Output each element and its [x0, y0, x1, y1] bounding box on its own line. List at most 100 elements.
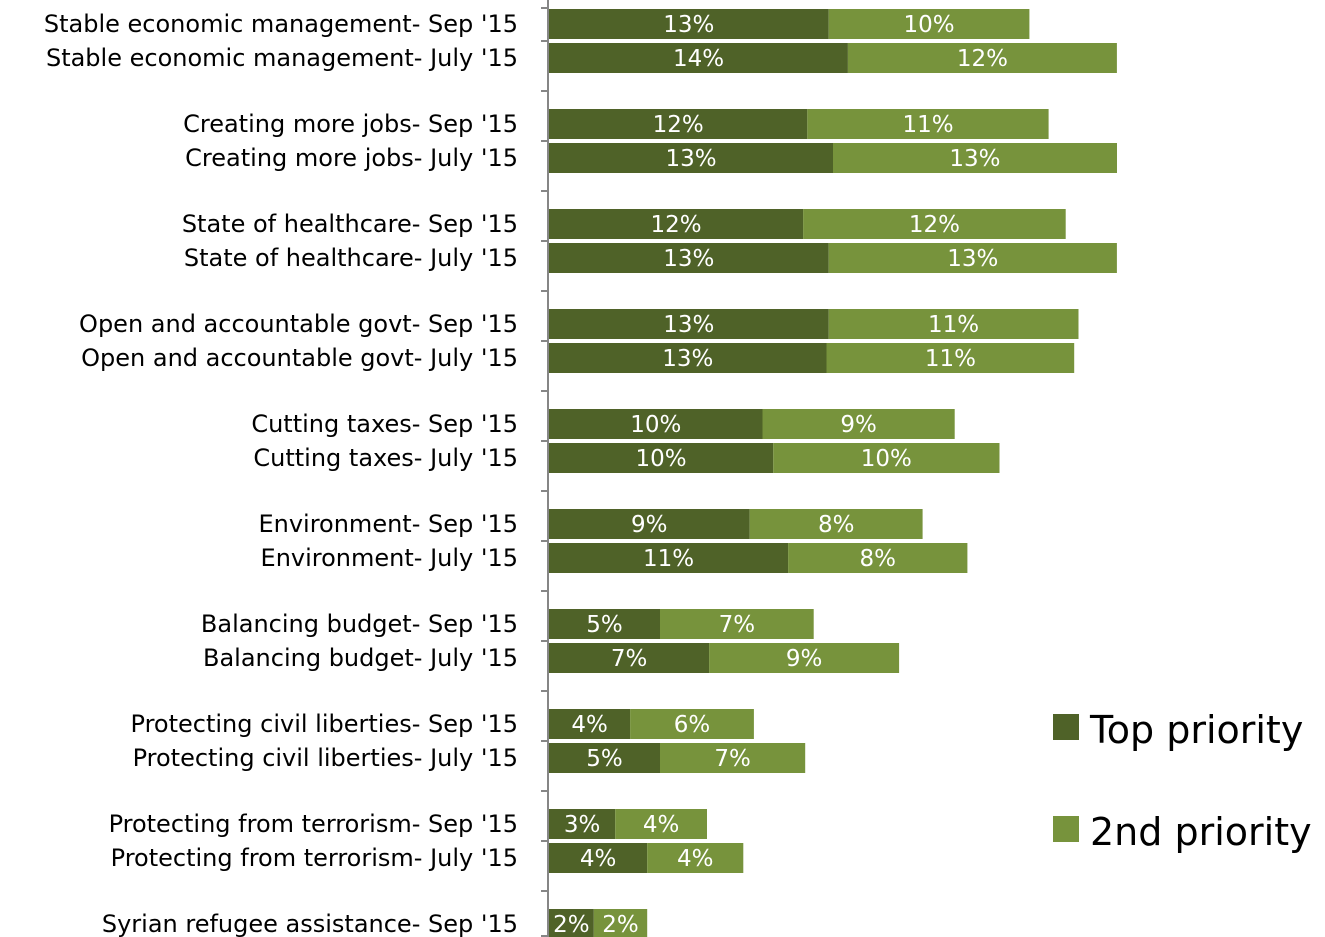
category-label: Cutting taxes- July '15 [253, 444, 518, 472]
data-label: 13% [665, 146, 716, 172]
bar-top-priority [549, 109, 808, 139]
category-label: State of healthcare- July '15 [184, 244, 518, 272]
data-label: 12% [909, 212, 960, 238]
data-label: 7% [719, 612, 756, 638]
bar-top-priority [549, 643, 710, 673]
category-label: Syrian refugee assistance- Sep '15 [102, 910, 518, 937]
data-label: 11% [902, 112, 953, 138]
data-label: 10% [861, 446, 912, 472]
category-label: Protecting from terrorism- July '15 [111, 844, 518, 872]
bar-top-priority [549, 509, 750, 539]
bar-top-priority [549, 743, 660, 773]
bar-2nd-priority [826, 343, 1075, 373]
bar-top-priority [549, 143, 833, 173]
data-label: 4% [677, 846, 714, 872]
legend-label-top-priority: Top priority [1089, 708, 1303, 752]
bar-top-priority [549, 609, 660, 639]
bar-2nd-priority [828, 9, 1030, 39]
bar-top-priority [549, 909, 594, 937]
bar-2nd-priority [807, 109, 1049, 139]
data-label: 5% [586, 746, 623, 772]
bar-2nd-priority [828, 243, 1117, 273]
legend: Top priority 2nd priority [1053, 708, 1312, 854]
data-label: 11% [643, 546, 694, 572]
data-label: 13% [947, 246, 998, 272]
category-label: Protecting civil liberties- July '15 [133, 744, 518, 772]
data-label: 3% [564, 812, 601, 838]
data-label: 2% [602, 912, 639, 937]
data-label: 12% [957, 46, 1008, 72]
data-label: 11% [925, 346, 976, 372]
data-label: 13% [949, 146, 1000, 172]
bar-2nd-priority [828, 309, 1079, 339]
bar-2nd-priority [593, 909, 648, 937]
category-labels: Stable economic management- Sep '15 Stabl… [44, 10, 518, 937]
category-label: Balancing budget- July '15 [203, 644, 518, 672]
data-label: 2% [553, 912, 590, 937]
bar-2nd-priority [762, 409, 955, 439]
bar-2nd-priority [660, 609, 814, 639]
bar-top-priority [549, 809, 616, 839]
bar-2nd-priority [788, 543, 968, 573]
bar-2nd-priority [630, 709, 754, 739]
category-label: Balancing budget- Sep '15 [201, 610, 518, 638]
bar-top-priority [549, 443, 774, 473]
data-label: 9% [786, 646, 823, 672]
bar-top-priority [549, 409, 763, 439]
category-label: Protecting civil liberties- Sep '15 [131, 710, 518, 738]
bar-2nd-priority [615, 809, 707, 839]
legend-label-2nd-priority: 2nd priority [1090, 810, 1312, 854]
category-label: Stable economic management- July '15 [46, 44, 518, 72]
legend-swatch-2nd-priority [1053, 816, 1079, 842]
data-label: 13% [663, 312, 714, 338]
data-label: 5% [586, 612, 623, 638]
bar-2nd-priority [647, 843, 744, 873]
data-label: 12% [653, 112, 704, 138]
data-label: 13% [663, 12, 714, 38]
data-label: 12% [650, 212, 701, 238]
bar-2nd-priority [709, 643, 900, 673]
data-label: 9% [631, 512, 668, 538]
bar-top-priority [549, 9, 829, 39]
legend-swatch-top-priority [1053, 714, 1079, 740]
category-label: Open and accountable govt- Sep '15 [79, 310, 518, 338]
data-label: 7% [714, 746, 751, 772]
category-label: Creating more jobs- July '15 [185, 144, 518, 172]
data-label: 13% [663, 246, 714, 272]
data-label: 4% [580, 846, 617, 872]
bar-top-priority [549, 43, 848, 73]
bar-2nd-priority [847, 43, 1117, 73]
bar-top-priority [549, 343, 827, 373]
bar-top-priority [549, 243, 829, 273]
bar-2nd-priority [803, 209, 1066, 239]
category-axis [541, 0, 549, 937]
bar-top-priority [549, 709, 631, 739]
bar-top-priority [549, 543, 789, 573]
data-label: 8% [818, 512, 855, 538]
bar-top-priority [549, 309, 829, 339]
bar-2nd-priority [660, 743, 806, 773]
data-label: 6% [674, 712, 711, 738]
bars-layer: 13% 10% 14% 12% 12% 11% 13% 13% 12% 12% 13% 13% 13% 1… [549, 9, 1117, 937]
bar-2nd-priority [749, 509, 923, 539]
category-label: Environment- Sep '15 [258, 510, 518, 538]
data-label: 7% [611, 646, 648, 672]
data-label: 10% [903, 12, 954, 38]
bar-2nd-priority [833, 143, 1117, 173]
data-label: 4% [643, 812, 680, 838]
category-label: Creating more jobs- Sep '15 [183, 110, 518, 138]
bar-2nd-priority [773, 443, 1000, 473]
category-label: Open and accountable govt- July '15 [81, 344, 518, 372]
category-label: Protecting from terrorism- Sep '15 [109, 810, 518, 838]
data-label: 8% [860, 546, 897, 572]
category-label: Environment- July '15 [261, 544, 518, 572]
data-label: 10% [630, 412, 681, 438]
data-label: 10% [636, 446, 687, 472]
category-label: Cutting taxes- Sep '15 [251, 410, 518, 438]
data-label: 13% [662, 346, 713, 372]
data-label: 11% [928, 312, 979, 338]
data-label: 9% [840, 412, 877, 438]
data-label: 14% [673, 46, 724, 72]
data-label: 4% [571, 712, 608, 738]
